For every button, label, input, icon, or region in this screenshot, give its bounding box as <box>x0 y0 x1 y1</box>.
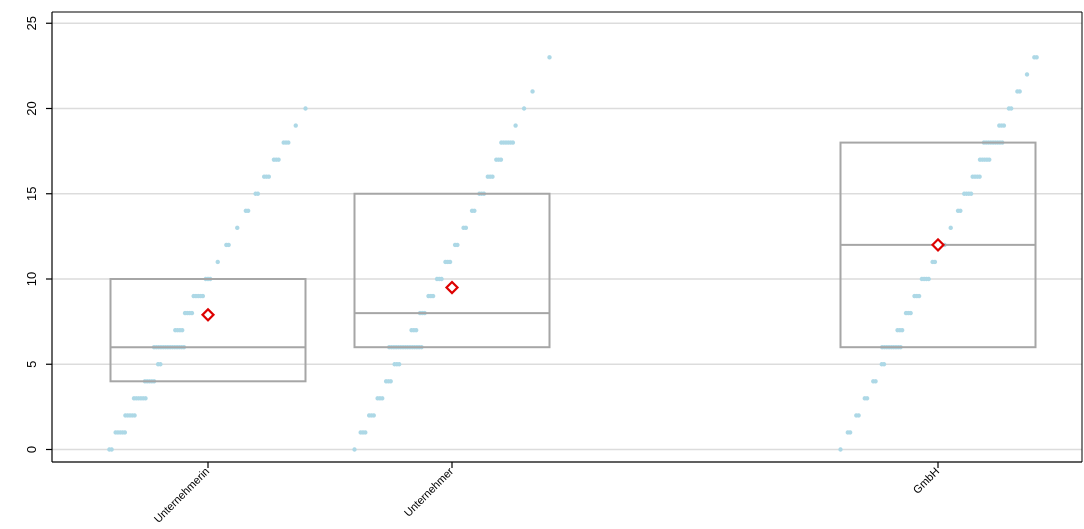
mean-markers <box>200 237 946 322</box>
data-point <box>303 106 308 111</box>
data-point <box>245 208 251 213</box>
data-point <box>1001 123 1007 128</box>
data-point <box>447 259 453 265</box>
data-point <box>189 310 195 316</box>
mean-marker <box>200 307 216 322</box>
data-point <box>916 293 922 299</box>
data-point <box>463 225 469 231</box>
box-Unternehmer <box>353 192 551 349</box>
data-point <box>864 396 870 401</box>
data-point <box>490 174 495 179</box>
data-point <box>293 123 298 128</box>
data-point <box>286 140 291 145</box>
data-point <box>1009 106 1014 111</box>
boxes <box>109 141 1037 383</box>
data-point <box>439 276 444 282</box>
data-point <box>396 362 402 367</box>
data-point <box>352 447 357 452</box>
data-point <box>472 208 477 213</box>
data-point <box>215 259 220 265</box>
data-point <box>498 157 504 162</box>
data-point <box>948 225 953 231</box>
data-point <box>873 379 878 384</box>
data-point <box>158 362 163 367</box>
y-tick-label: 0 <box>24 446 39 453</box>
data-point <box>266 174 271 179</box>
data-point <box>881 362 887 367</box>
data-point <box>226 242 231 248</box>
data-point <box>521 106 527 111</box>
data-point <box>530 89 535 94</box>
data-point <box>513 123 518 128</box>
data-point <box>380 396 385 401</box>
data-point <box>908 310 913 316</box>
y-tick-label: 25 <box>24 16 39 30</box>
data-point <box>932 259 938 265</box>
data-point <box>388 379 393 384</box>
y-tick-label: 5 <box>24 361 39 368</box>
data-point <box>510 140 516 145</box>
data-point <box>132 413 137 418</box>
data-point <box>430 293 436 299</box>
data-point <box>109 447 114 452</box>
data-point <box>899 327 905 333</box>
data-point <box>968 191 974 196</box>
data-point <box>856 413 861 418</box>
data-point <box>180 327 185 333</box>
data-point <box>276 157 281 162</box>
data-point <box>1024 72 1030 77</box>
y-tick-label: 15 <box>24 187 39 201</box>
data-point <box>255 191 261 196</box>
data-point <box>235 225 240 231</box>
data-point <box>847 430 853 435</box>
mean-marker <box>444 280 460 295</box>
data-point <box>987 157 992 162</box>
data-point <box>977 174 982 179</box>
y-tick-label: 10 <box>24 272 39 286</box>
data-point <box>371 413 376 418</box>
data-point <box>1034 55 1039 60</box>
data-point <box>200 293 206 299</box>
y-tick-label: 20 <box>24 101 39 115</box>
data-point <box>455 242 460 248</box>
data-point <box>926 276 931 282</box>
data-point <box>413 327 419 333</box>
data-point <box>363 430 368 435</box>
data-point <box>547 55 552 60</box>
data-point <box>838 447 843 452</box>
box-Unternehmerin <box>109 278 307 383</box>
data-point <box>958 208 963 213</box>
data-point <box>122 430 128 435</box>
data-point <box>1017 89 1022 94</box>
mean-marker <box>930 237 946 252</box>
data-points <box>107 55 1039 452</box>
data-point <box>143 396 148 401</box>
